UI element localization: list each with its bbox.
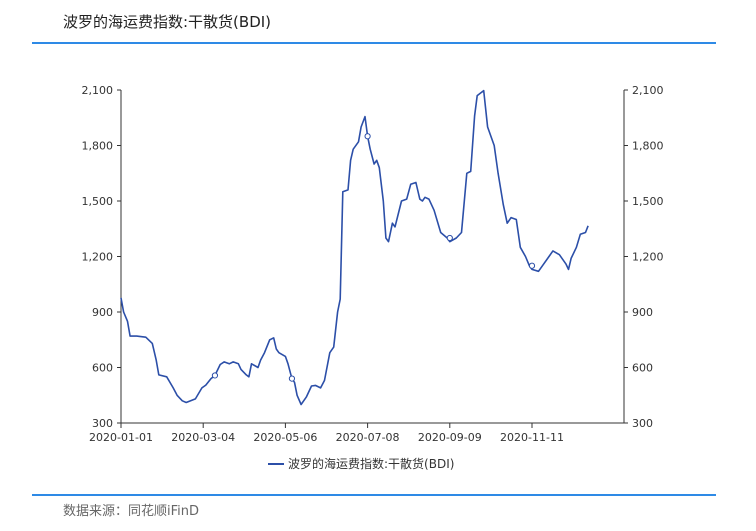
tick-group: 300 300 600 600 900 900 1,200 1,200 1,500 1,500 1,…	[82, 84, 664, 444]
series-marker	[364, 133, 371, 140]
x-tick-label: 2020-11-11	[500, 431, 564, 444]
x-tick-label: 2020-01-01	[89, 431, 153, 444]
series-line-bdi	[120, 89, 589, 406]
y-tick-label-left: 900	[92, 306, 113, 319]
series-marker	[528, 262, 536, 269]
y-tick-label-left: 600	[92, 362, 113, 375]
y-tick-label-left: 1,200	[82, 251, 114, 264]
series-markers	[211, 133, 536, 382]
legend: 波罗的海运费指数:干散货(BDI)	[268, 456, 454, 471]
y-tick-label-left: 1,800	[82, 140, 114, 153]
legend-label: 波罗的海运费指数:干散货(BDI)	[288, 456, 454, 471]
y-tick-label-right: 600	[632, 362, 653, 375]
x-tick-label: 2020-05-06	[253, 431, 317, 444]
x-tick-label: 2020-07-08	[336, 431, 400, 444]
y-tick-label-left: 1,500	[82, 195, 114, 208]
y-tick-label-right: 2,100	[632, 84, 664, 97]
y-tick-label-right: 300	[632, 417, 653, 430]
y-tick-label-right: 1,800	[632, 140, 664, 153]
x-tick-label: 2020-09-09	[418, 431, 482, 444]
series-marker	[211, 372, 219, 379]
x-tick-label: 2020-03-04	[171, 431, 235, 444]
y-tick-label-right: 900	[632, 306, 653, 319]
y-tick-label-left: 300	[92, 417, 113, 430]
y-tick-label-right: 1,500	[632, 195, 664, 208]
series-marker	[446, 234, 453, 242]
y-tick-label-right: 1,200	[632, 251, 664, 264]
footer-divider	[32, 494, 716, 496]
data-source: 数据来源：同花顺iFinD	[63, 504, 200, 519]
series-marker	[288, 375, 296, 382]
y-tick-label-left: 2,100	[82, 84, 114, 97]
header-divider	[32, 42, 716, 44]
page-title: 波罗的海运费指数:干散货(BDI)	[63, 13, 272, 31]
